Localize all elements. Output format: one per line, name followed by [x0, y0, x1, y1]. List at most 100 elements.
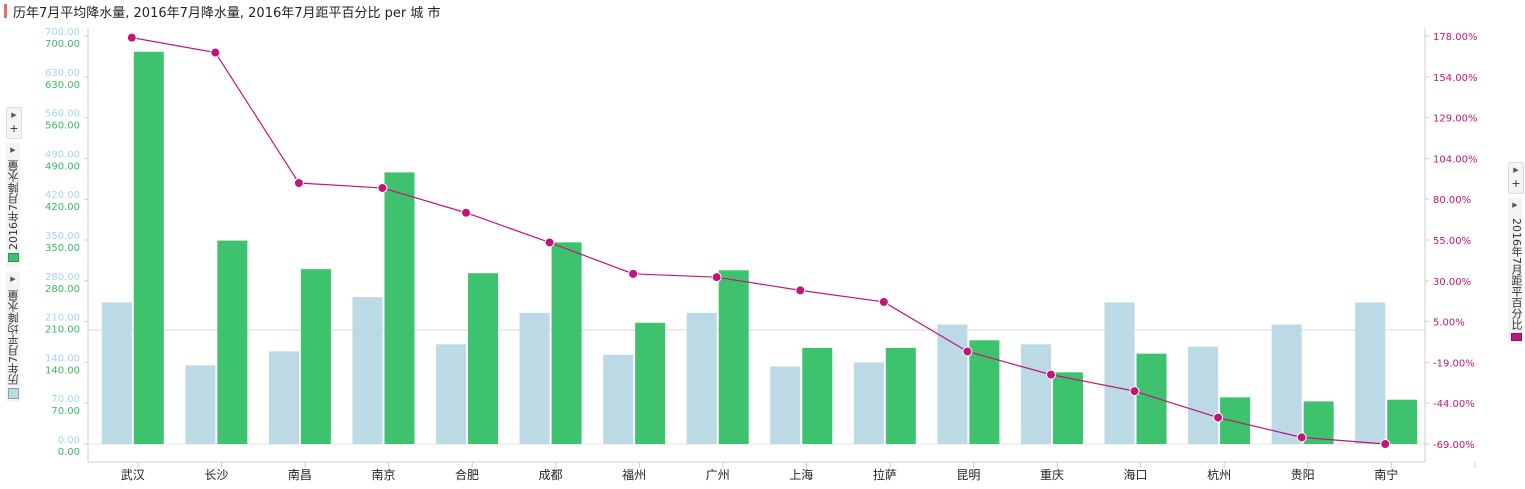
x-tick-label: 南昌	[288, 467, 312, 482]
expand-arrow-icon[interactable]: ▶	[10, 146, 16, 154]
y-left-2-tick-label: 210.00	[45, 325, 80, 336]
point-pct	[1213, 412, 1224, 423]
y-left-1-tick-label: 70.00	[51, 394, 80, 405]
labels-layer: 0.0070.00140.00210.00280.00350.00420.004…	[45, 27, 1478, 482]
bar-avg	[853, 362, 884, 444]
bar-2016	[1387, 399, 1418, 444]
y-left-1-tick-label: 560.00	[45, 109, 80, 120]
bar-2016	[1303, 401, 1334, 444]
add-axis-button[interactable]: +	[1511, 177, 1521, 190]
bar-avg	[101, 302, 132, 444]
bar-avg	[352, 297, 383, 444]
x-tick-label: 福州	[622, 467, 646, 482]
point-pct	[1129, 386, 1140, 397]
y-left-1-tick-label: 140.00	[45, 353, 80, 364]
y-left-1-tick-label: 700.00	[45, 27, 80, 38]
point-pct	[126, 32, 137, 43]
title-marker	[4, 4, 7, 18]
bar-2016	[635, 322, 666, 444]
left-series-2-control[interactable]: ▶	[6, 143, 20, 267]
bar-avg	[603, 354, 634, 444]
expand-arrow-icon[interactable]: ▶	[10, 275, 16, 283]
right-series-control[interactable]: ▶	[1508, 198, 1522, 344]
point-pct	[293, 178, 304, 189]
bar-2016	[468, 273, 499, 444]
x-tick-label: 成都	[539, 468, 563, 482]
bar-2016	[1220, 397, 1251, 444]
add-axis-button[interactable]: +	[9, 122, 19, 135]
y-left-2-tick-label: 0.00	[58, 447, 80, 458]
y-right-tick-label: -44.00%	[1433, 399, 1475, 410]
bar-avg	[1104, 302, 1135, 444]
y-right-tick-label: 178.00%	[1433, 32, 1478, 43]
bar-avg	[686, 312, 717, 444]
expand-arrow-icon[interactable]: ▶	[1512, 201, 1518, 209]
point-pct	[795, 285, 806, 296]
x-tick-label: 长沙	[204, 468, 228, 482]
expand-arrow-icon[interactable]: ▶	[1513, 166, 1519, 174]
x-tick-label: 重庆	[1040, 468, 1064, 482]
point-pct	[1296, 432, 1307, 443]
bar-avg	[436, 344, 467, 444]
point-pct	[544, 237, 555, 248]
x-tick-label: 贵阳	[1291, 468, 1315, 482]
bar-avg	[770, 366, 801, 444]
bar-avg	[1271, 324, 1302, 444]
bar-2016	[718, 270, 749, 444]
x-tick-label: 海口	[1124, 467, 1148, 482]
legend-right-series[interactable]: 2016年7月距平百分比	[1508, 218, 1524, 344]
x-tick-label: 上海	[789, 467, 813, 482]
y-left-2-tick-label: 560.00	[45, 121, 80, 132]
point-pct	[878, 296, 889, 307]
y-left-1-tick-label: 0.00	[58, 435, 80, 446]
point-pct	[210, 47, 221, 58]
expand-arrow-icon[interactable]: ▶	[11, 111, 17, 119]
y-right-tick-label: 55.00%	[1433, 236, 1471, 247]
bar-avg	[1020, 344, 1051, 444]
y-right-tick-label: 104.00%	[1433, 154, 1478, 165]
y-right-tick-label: -19.00%	[1433, 358, 1475, 369]
bar-avg	[519, 312, 550, 444]
left-series-1-control[interactable]: ▶	[6, 272, 20, 402]
point-pct	[962, 346, 973, 357]
bar-avg	[937, 324, 968, 444]
bar-avg	[1188, 346, 1219, 444]
y-left-2-tick-label: 630.00	[45, 80, 80, 91]
bar-2016	[885, 347, 916, 444]
line-layer	[126, 32, 1391, 449]
point-pct	[377, 182, 388, 193]
chart-title: 历年7月平均降水量, 2016年7月降水量, 2016年7月距平百分比 per …	[4, 2, 441, 21]
y-right-tick-label: 80.00%	[1433, 195, 1471, 206]
y-left-2-tick-label: 700.00	[45, 39, 80, 50]
x-tick-label: 广州	[706, 468, 730, 482]
bar-2016	[133, 51, 164, 444]
y-left-2-tick-label: 280.00	[45, 284, 80, 295]
point-pct	[1045, 369, 1056, 380]
y-left-1-tick-label: 350.00	[45, 231, 80, 242]
left-axis-controls[interactable]: ▶ +	[6, 107, 22, 139]
x-tick-label: 南宁	[1374, 467, 1398, 482]
bar-2016	[969, 340, 1000, 444]
x-tick-label: 南京	[371, 467, 395, 482]
y-left-1-tick-label: 490.00	[45, 149, 80, 160]
y-left-1-tick-label: 420.00	[45, 190, 80, 201]
x-tick-label: 武汉	[121, 468, 145, 482]
legend-swatch-pct	[1510, 333, 1522, 341]
right-axis-controls[interactable]: ▶ +	[1508, 162, 1524, 194]
y-right-tick-label: 129.00%	[1433, 114, 1478, 125]
bar-2016	[1052, 372, 1083, 444]
y-left-2-tick-label: 490.00	[45, 161, 80, 172]
bar-2016	[384, 172, 415, 445]
y-right-tick-label: 5.00%	[1433, 318, 1465, 329]
point-pct	[711, 272, 722, 283]
bar-2016	[802, 347, 833, 444]
y-right-tick-label: 30.00%	[1433, 277, 1471, 288]
x-tick-label: 杭州	[1207, 467, 1231, 482]
bars-layer	[101, 51, 1418, 445]
bar-2016	[1136, 353, 1167, 444]
y-left-1-tick-label: 280.00	[45, 272, 80, 283]
bar-avg	[268, 351, 299, 444]
y-left-2-tick-label: 420.00	[45, 202, 80, 213]
y-right-tick-label: 154.00%	[1433, 73, 1478, 84]
